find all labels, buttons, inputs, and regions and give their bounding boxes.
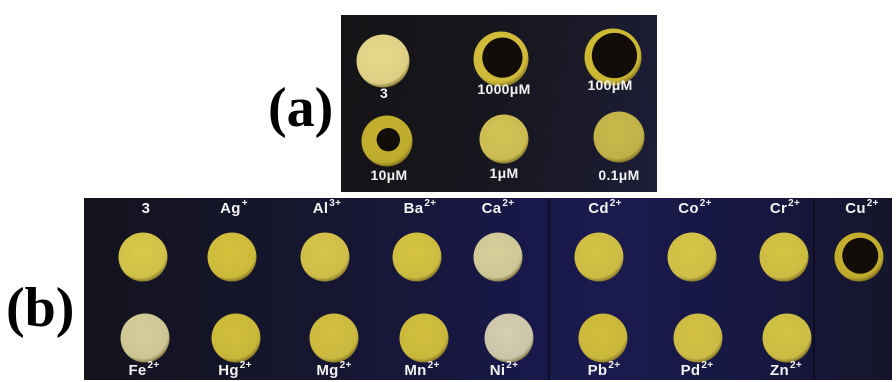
concentration-label: 1μM: [489, 165, 519, 181]
ion-label: Al3+: [312, 198, 342, 217]
ion-label-charge: 2+: [701, 360, 714, 371]
concentration-spot: [361, 115, 413, 167]
ion-spot: [120, 313, 170, 363]
panel-a-photo: 3 1000μM 100μM 10μM 1μM 0.1μM: [341, 15, 657, 192]
ion-label-charge: 2+: [339, 360, 352, 371]
ion-label-text: Cu: [845, 200, 866, 217]
ion-label-text: Ba: [403, 200, 424, 217]
ion-spot: [834, 232, 884, 282]
ion-label: Cr2+: [769, 198, 801, 217]
ion-label-text: Mg: [316, 362, 339, 379]
panel-b-label: (b): [6, 277, 75, 339]
ion-label-charge: 2+: [699, 198, 712, 209]
ion-label: Ni2+: [489, 360, 519, 379]
concentration-label: 1000μM: [477, 81, 531, 97]
ion-label: Co2+: [678, 198, 712, 217]
ion-label: Ba2+: [403, 198, 437, 217]
ion-label-charge: 2+: [866, 198, 879, 209]
ion-label-text: Al: [312, 200, 329, 217]
ion-label-text: Ag: [220, 200, 241, 217]
ion-label-charge: 2+: [427, 360, 440, 371]
panel-a-label: (a): [268, 77, 334, 139]
concentration-spot: [356, 34, 410, 88]
ion-label: Zn2+: [770, 360, 802, 379]
ion-spot: [574, 232, 624, 282]
photo-seam: [813, 198, 815, 380]
ion-label: 3: [142, 200, 151, 217]
ion-label: Cd2+: [588, 198, 622, 217]
ion-label-charge: 3+: [329, 198, 342, 209]
ion-spot: [392, 232, 442, 282]
ion-label-text: Zn: [770, 362, 789, 379]
ion-label-charge: 2+: [789, 360, 802, 371]
ion-label-text: Cr: [769, 200, 788, 217]
photo-seam: [548, 198, 550, 380]
concentration-spot: [584, 28, 642, 86]
ion-label-charge: +: [241, 198, 248, 209]
ion-spot: [473, 232, 523, 282]
ion-label: Mg2+: [316, 360, 352, 379]
ion-spot: [484, 313, 534, 363]
ion-label: Fe2+: [128, 360, 160, 379]
ion-label-charge: 2+: [502, 198, 515, 209]
ion-spot: [673, 313, 723, 363]
ion-label-text: Ca: [481, 200, 502, 217]
ion-label: Hg2+: [218, 360, 252, 379]
ion-label-text: Hg: [218, 362, 239, 379]
ion-label: Ca2+: [481, 198, 515, 217]
ion-spot: [667, 232, 717, 282]
concentration-label: 10μM: [370, 167, 408, 183]
ion-label-charge: 2+: [506, 360, 519, 371]
ion-spot: [399, 313, 449, 363]
ion-label: Cu2+: [845, 198, 879, 217]
ion-label-charge: 2+: [147, 360, 160, 371]
ion-label-text: Mn: [404, 362, 427, 379]
ion-spot: [207, 232, 257, 282]
ion-label-charge: 2+: [788, 198, 801, 209]
panel-b-photo: 3 Ag+ Al3+ Ba2+ Ca2+ Cd2+ Co2+ Cr2+ Cu2+ Fe2+ Hg2+…: [84, 198, 892, 380]
ion-spot: [309, 313, 359, 363]
ion-label-text: Pd: [680, 362, 701, 379]
ion-label-text: Cd: [588, 200, 609, 217]
ion-label: Mn2+: [404, 360, 440, 379]
concentration-spot: [473, 31, 529, 87]
ion-label: Ag+: [220, 198, 248, 217]
ion-label-text: Pb: [587, 362, 608, 379]
ion-label-charge: 2+: [608, 360, 621, 371]
ion-spot: [211, 313, 261, 363]
ion-label-text: 3: [141, 200, 151, 217]
ion-label-text: Co: [678, 200, 699, 217]
ion-label-text: Fe: [128, 362, 147, 379]
ion-label-charge: 2+: [609, 198, 622, 209]
concentration-label: 3: [379, 85, 389, 101]
ion-label-text: Ni: [489, 362, 506, 379]
ion-spot: [300, 232, 350, 282]
concentration-spot: [593, 111, 645, 163]
ion-label-charge: 2+: [424, 198, 437, 209]
ion-label-charge: 2+: [239, 360, 252, 371]
concentration-spot: [479, 114, 529, 164]
concentration-label: 0.1μM: [598, 167, 640, 183]
ion-spot: [578, 313, 628, 363]
ion-label: Pd2+: [680, 360, 714, 379]
concentration-label: 100μM: [587, 77, 633, 93]
ion-spot: [762, 313, 812, 363]
ion-label: Pb2+: [587, 360, 621, 379]
ion-spot: [759, 232, 809, 282]
ion-spot: [118, 232, 168, 282]
